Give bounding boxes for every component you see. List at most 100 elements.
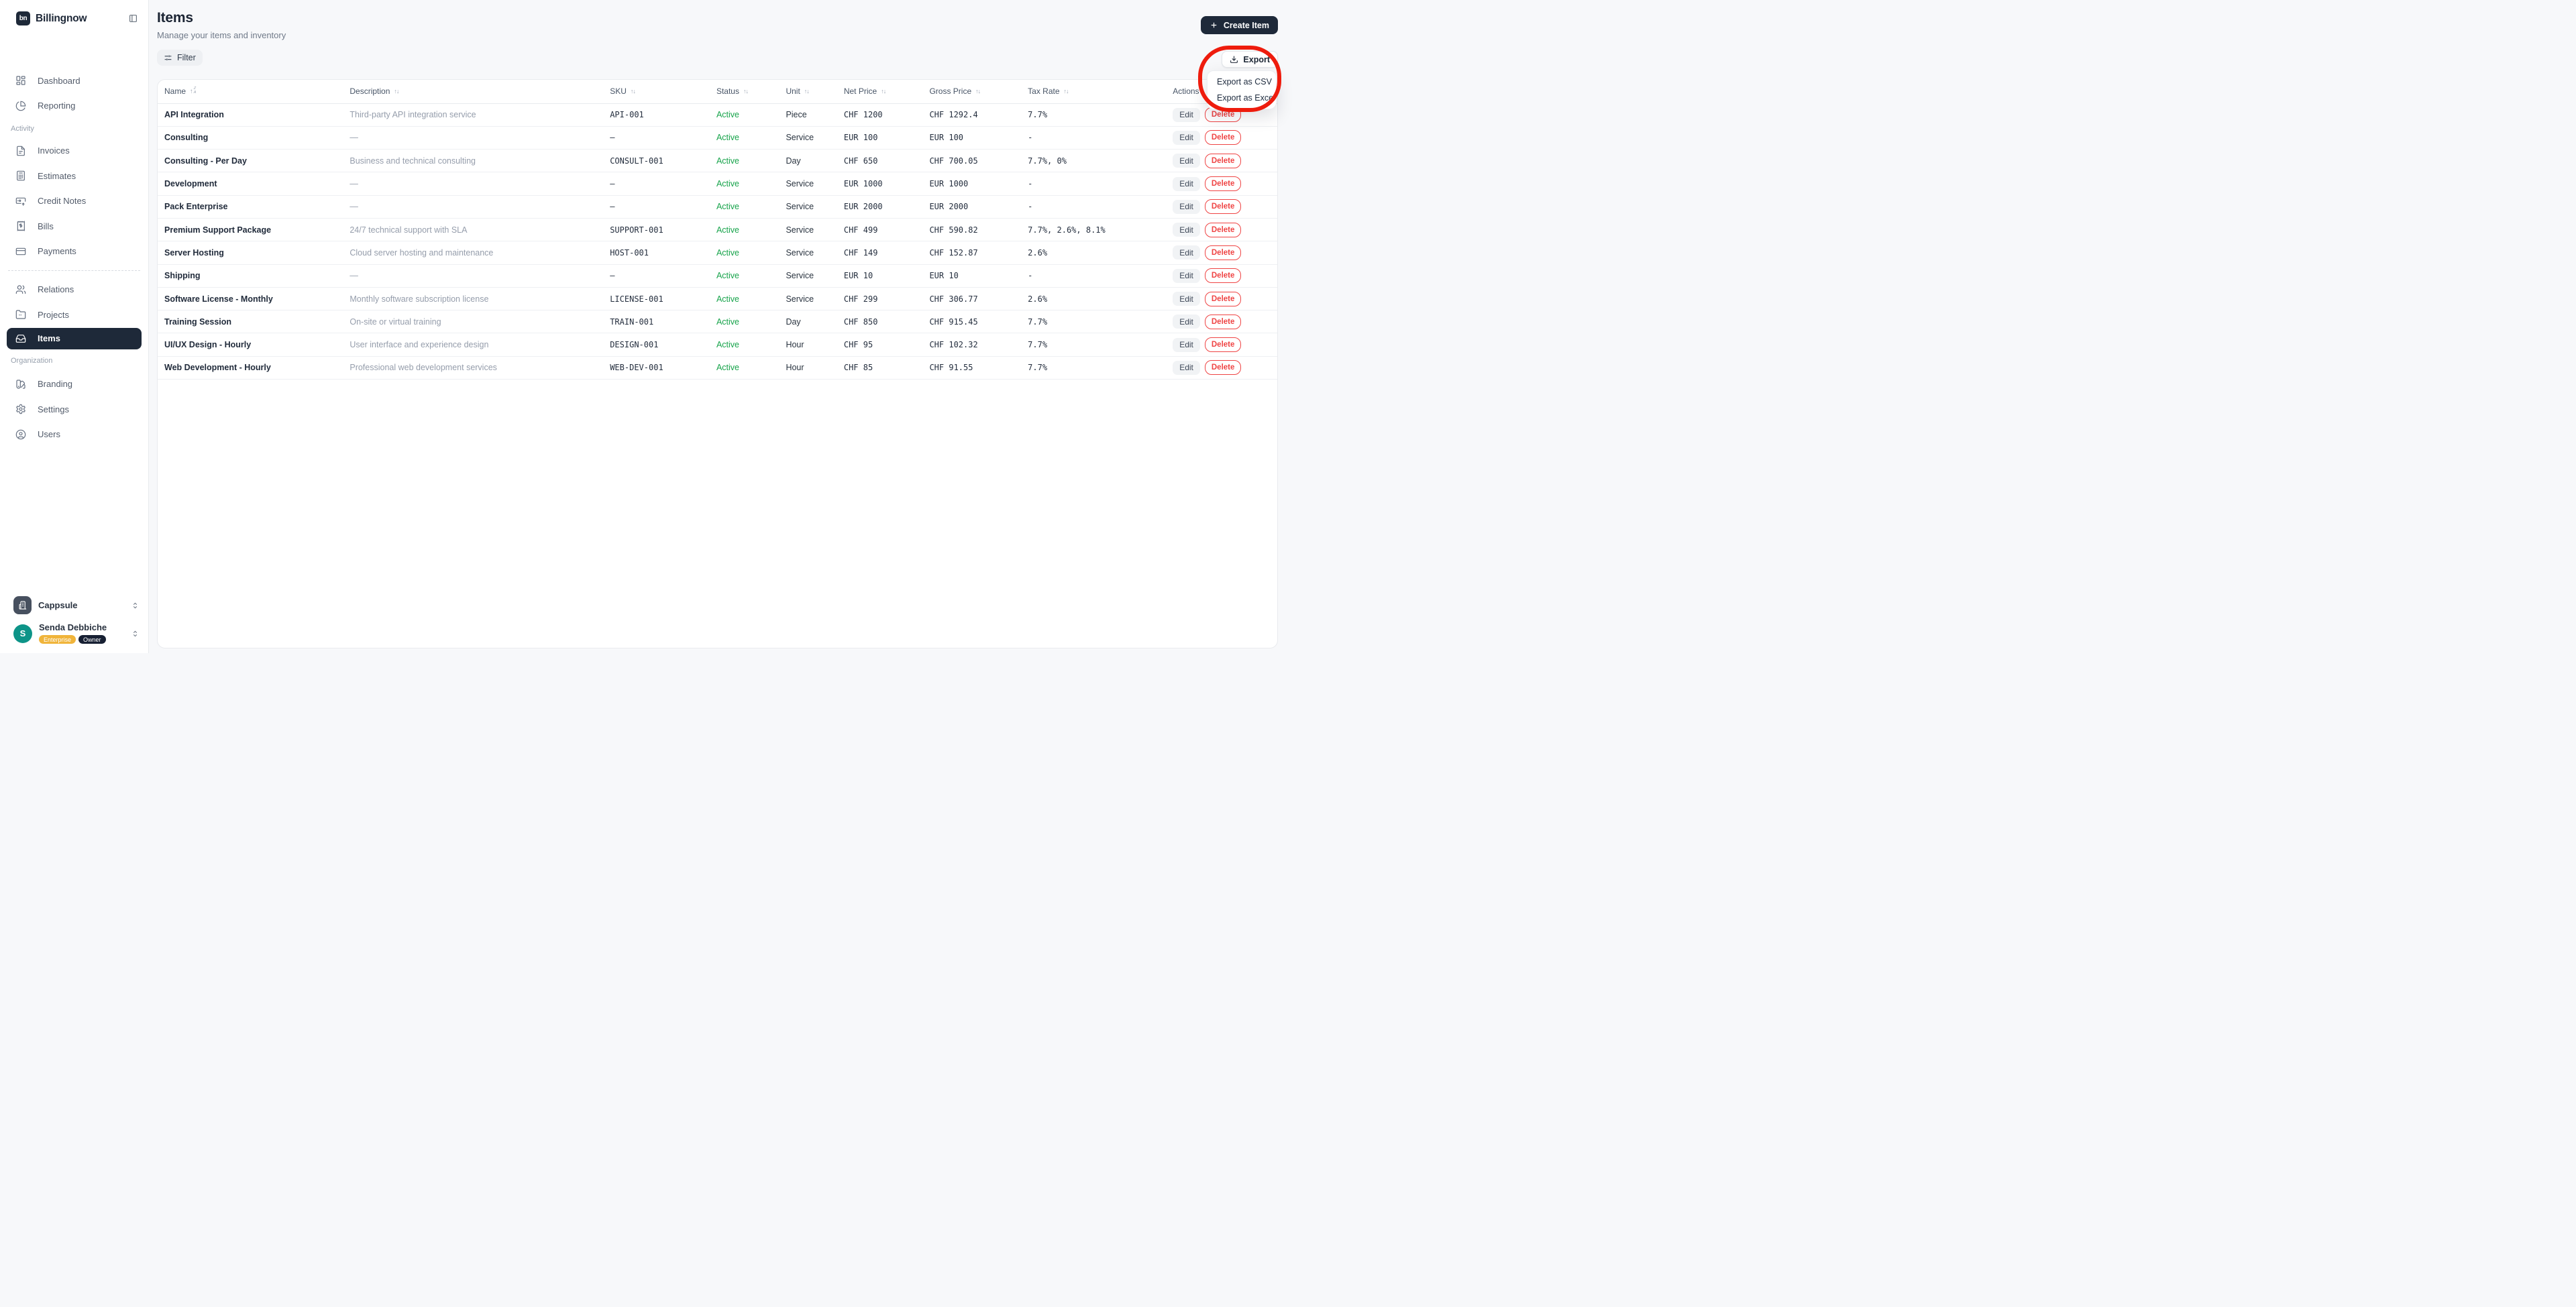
sidebar-item-credit-notes[interactable]: Credit Notes: [7, 191, 142, 211]
item-gross-price: CHF 102.32: [929, 333, 1028, 357]
column-header-net-price[interactable]: Net Price ↑↓: [843, 80, 930, 104]
export-csv-option[interactable]: Export as CSV: [1217, 77, 1272, 87]
export-button[interactable]: Export: [1222, 51, 1278, 68]
item-name: Training Session: [158, 310, 350, 334]
sort-icon: ↑↓: [1063, 88, 1069, 95]
edit-button[interactable]: Edit: [1173, 337, 1200, 352]
page-title: Items: [157, 10, 193, 25]
delete-button[interactable]: Delete: [1204, 314, 1242, 329]
table-row: Consulting — – Active Service EUR 100 EU…: [158, 126, 1277, 150]
item-net-price: EUR 1000: [843, 172, 930, 196]
export-excel-option[interactable]: Export as Excel: [1217, 93, 1275, 103]
edit-button[interactable]: Edit: [1173, 315, 1200, 329]
item-sku: SUPPORT-001: [610, 218, 716, 242]
column-header-tax-rate[interactable]: Tax Rate ↑↓: [1028, 80, 1173, 104]
item-net-price: EUR 10: [843, 264, 930, 288]
item-status: Active: [716, 103, 786, 127]
role-badge: Owner: [78, 635, 106, 644]
table-row: Web Development - Hourly Professional we…: [158, 356, 1277, 380]
item-description: Monthly software subscription license: [350, 287, 610, 311]
edit-button[interactable]: Edit: [1173, 199, 1200, 214]
sidebar-item-reporting[interactable]: Reporting: [7, 96, 142, 116]
delete-button[interactable]: Delete: [1204, 222, 1242, 237]
sidebar-item-relations[interactable]: Relations: [7, 280, 142, 300]
item-unit: Service: [786, 126, 844, 150]
user-selector[interactable]: S Senda Debbiche Enterprise Owner: [13, 622, 139, 644]
edit-button[interactable]: Edit: [1173, 223, 1200, 237]
edit-button[interactable]: Edit: [1173, 245, 1200, 260]
item-status: Active: [716, 241, 786, 265]
item-net-price: CHF 650: [843, 149, 930, 173]
page-subtitle: Manage your items and inventory: [157, 30, 286, 40]
delete-button[interactable]: Delete: [1204, 153, 1242, 168]
sidebar-item-estimates[interactable]: Estimates: [7, 166, 142, 186]
item-gross-price: CHF 915.45: [929, 310, 1028, 334]
item-unit: Day: [786, 310, 844, 334]
pie-chart-icon: [15, 101, 26, 111]
delete-button[interactable]: Delete: [1204, 130, 1242, 146]
workspace-selector[interactable]: Cappsule: [13, 596, 139, 615]
edit-button[interactable]: Edit: [1173, 176, 1200, 191]
column-header-unit[interactable]: Unit ↑↓: [786, 80, 844, 104]
item-name: Server Hosting: [158, 241, 350, 265]
delete-button[interactable]: Delete: [1204, 360, 1242, 376]
item-status: Active: [716, 172, 786, 196]
item-status: Active: [716, 218, 786, 242]
delete-button[interactable]: Delete: [1204, 337, 1242, 353]
item-unit: Service: [786, 218, 844, 242]
delete-button[interactable]: Delete: [1204, 245, 1242, 260]
sidebar-item-settings[interactable]: Settings: [7, 399, 142, 419]
sidebar-item-users[interactable]: Users: [7, 424, 142, 445]
delete-button[interactable]: Delete: [1204, 199, 1242, 215]
item-name: Shipping: [158, 264, 350, 288]
sidebar-item-label: Estimates: [38, 170, 76, 181]
column-header-sku[interactable]: SKU ↑↓: [610, 80, 716, 104]
sidebar-item-payments[interactable]: Payments: [7, 241, 142, 262]
sidebar-item-items[interactable]: Items: [7, 327, 142, 349]
delete-button[interactable]: Delete: [1204, 107, 1242, 123]
sidebar-item-branding[interactable]: Branding: [7, 374, 142, 394]
create-item-button[interactable]: Create Item: [1200, 16, 1278, 34]
item-name: Web Development - Hourly: [158, 356, 350, 380]
edit-button[interactable]: Edit: [1173, 154, 1200, 168]
item-name: Pack Enterprise: [158, 195, 350, 219]
edit-button[interactable]: Edit: [1173, 268, 1200, 283]
sidebar-item-bills[interactable]: Bills: [7, 216, 142, 236]
column-header-gross-price[interactable]: Gross Price ↑↓: [929, 80, 1028, 104]
sidebar-section-activity: Activity: [11, 124, 34, 133]
column-header-status[interactable]: Status ↑↓: [716, 80, 786, 104]
sidebar-collapse-button[interactable]: [127, 13, 139, 24]
item-name: Consulting - Per Day: [158, 149, 350, 173]
sidebar-item-label: Bills: [38, 221, 54, 231]
plus-icon: [1210, 21, 1218, 30]
edit-button[interactable]: Edit: [1173, 292, 1200, 306]
delete-button[interactable]: Delete: [1204, 176, 1242, 192]
sidebar-item-dashboard[interactable]: Dashboard: [7, 70, 142, 91]
item-sku: CONSULT-001: [610, 149, 716, 173]
edit-button[interactable]: Edit: [1173, 130, 1200, 145]
item-tax-rate: -: [1028, 126, 1173, 150]
sidebar-item-projects[interactable]: Projects: [7, 304, 142, 325]
panel-left-icon: [129, 14, 138, 23]
delete-button[interactable]: Delete: [1204, 268, 1242, 284]
table-header-row: Name ↑ Z A Description ↑↓ SKU ↑↓ Status ↑↓ Uni…: [158, 80, 1277, 104]
item-sku: LICENSE-001: [610, 287, 716, 311]
item-tax-rate: 2.6%: [1028, 287, 1173, 311]
item-unit: Service: [786, 172, 844, 196]
item-unit: Service: [786, 195, 844, 219]
item-description: 24/7 technical support with SLA: [350, 218, 610, 242]
export-dropdown: Export as CSV Export as Excel: [1207, 70, 1277, 109]
column-header-description[interactable]: Description ↑↓: [350, 80, 610, 104]
edit-button[interactable]: Edit: [1173, 107, 1200, 122]
delete-button[interactable]: Delete: [1204, 291, 1242, 306]
item-description: User interface and experience design: [350, 333, 610, 357]
plan-badge: Enterprise: [39, 635, 76, 644]
edit-button[interactable]: Edit: [1173, 360, 1200, 375]
sidebar-item-invoices[interactable]: Invoices: [7, 141, 142, 161]
column-header-name[interactable]: Name ↑ Z A: [158, 80, 350, 104]
item-sku: –: [610, 195, 716, 219]
sidebar-item-label: Projects: [38, 309, 69, 320]
filter-button[interactable]: Filter: [157, 50, 203, 66]
item-tax-rate: -: [1028, 195, 1173, 219]
item-description: —: [350, 264, 610, 288]
